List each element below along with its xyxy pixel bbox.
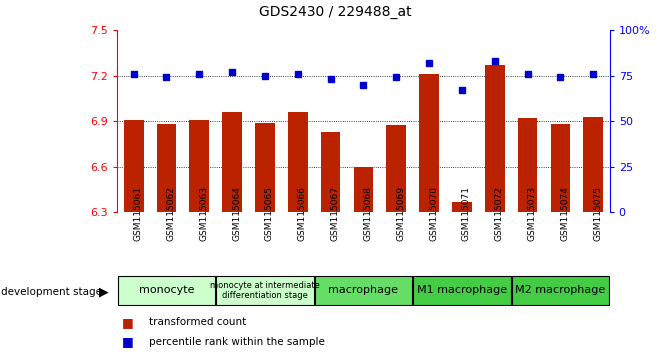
Text: GSM115070: GSM115070 <box>429 186 438 241</box>
Bar <box>288 112 308 212</box>
Text: GSM115066: GSM115066 <box>297 186 307 241</box>
Bar <box>255 123 275 212</box>
Bar <box>216 276 314 305</box>
Bar <box>485 65 505 212</box>
Text: GDS2430 / 229488_at: GDS2430 / 229488_at <box>259 5 411 19</box>
Bar <box>315 276 412 305</box>
Text: GSM115068: GSM115068 <box>364 186 373 241</box>
Bar <box>222 112 242 212</box>
Bar <box>354 167 373 212</box>
Text: GSM115067: GSM115067 <box>331 186 340 241</box>
Bar <box>387 125 406 212</box>
Text: ■: ■ <box>122 316 134 329</box>
Bar <box>124 120 143 212</box>
Bar <box>118 276 215 305</box>
Bar <box>190 120 209 212</box>
Bar <box>452 202 472 212</box>
Bar <box>321 132 340 212</box>
Text: transformed count: transformed count <box>149 318 247 327</box>
Text: GSM115075: GSM115075 <box>594 186 602 241</box>
Text: GSM115061: GSM115061 <box>133 186 143 241</box>
Text: macrophage: macrophage <box>328 285 399 295</box>
Bar <box>551 124 570 212</box>
Text: M2 macrophage: M2 macrophage <box>515 285 606 295</box>
Text: GSM115064: GSM115064 <box>232 186 241 241</box>
Text: GSM115072: GSM115072 <box>494 186 504 241</box>
Text: GSM115074: GSM115074 <box>560 186 570 241</box>
Text: development stage: development stage <box>1 287 103 297</box>
Text: GSM115069: GSM115069 <box>396 186 405 241</box>
Text: ■: ■ <box>122 335 134 348</box>
Text: GSM115073: GSM115073 <box>528 186 537 241</box>
Bar <box>157 124 176 212</box>
Text: GSM115062: GSM115062 <box>166 186 176 241</box>
Bar <box>518 118 537 212</box>
Text: percentile rank within the sample: percentile rank within the sample <box>149 337 325 347</box>
Bar <box>512 276 609 305</box>
Text: monocyte: monocyte <box>139 285 194 295</box>
Text: ▶: ▶ <box>99 286 109 298</box>
Text: M1 macrophage: M1 macrophage <box>417 285 507 295</box>
Text: GSM115071: GSM115071 <box>462 186 471 241</box>
Text: monocyte at intermediate
differentiation stage: monocyte at intermediate differentiation… <box>210 281 320 300</box>
Bar <box>584 117 603 212</box>
Bar <box>413 276 511 305</box>
Text: GSM115063: GSM115063 <box>200 186 208 241</box>
Text: GSM115065: GSM115065 <box>265 186 274 241</box>
Bar <box>419 74 439 212</box>
